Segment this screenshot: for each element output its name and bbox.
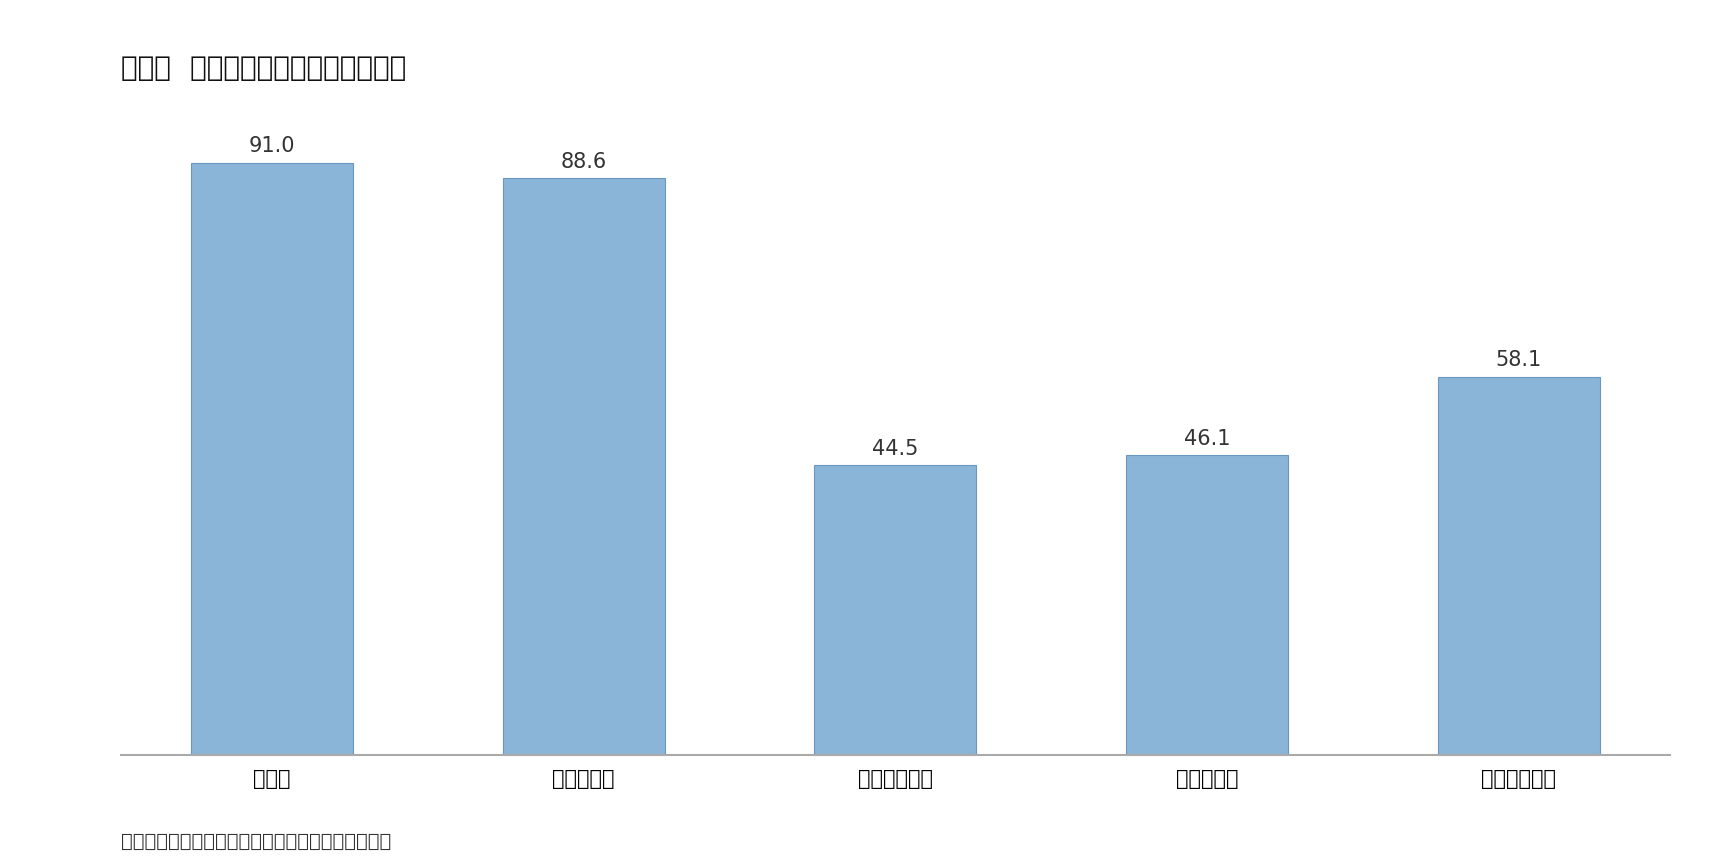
Text: 91.0: 91.0 <box>248 136 294 156</box>
Bar <box>503 179 665 755</box>
Bar <box>1126 455 1288 755</box>
Bar <box>1438 377 1600 755</box>
Bar <box>815 465 976 755</box>
Text: 58.1: 58.1 <box>1496 351 1541 371</box>
Text: 46.1: 46.1 <box>1185 429 1231 449</box>
Text: 44.5: 44.5 <box>873 439 918 459</box>
Text: 資料）リアルメーターのホームページから筆者作成: 資料）リアルメーターのホームページから筆者作成 <box>121 832 391 851</box>
Bar <box>191 163 353 755</box>
Text: 88.6: 88.6 <box>561 152 606 172</box>
Text: 図表３  支持政党別不買運動の参加率: 図表３ 支持政党別不買運動の参加率 <box>121 55 406 82</box>
